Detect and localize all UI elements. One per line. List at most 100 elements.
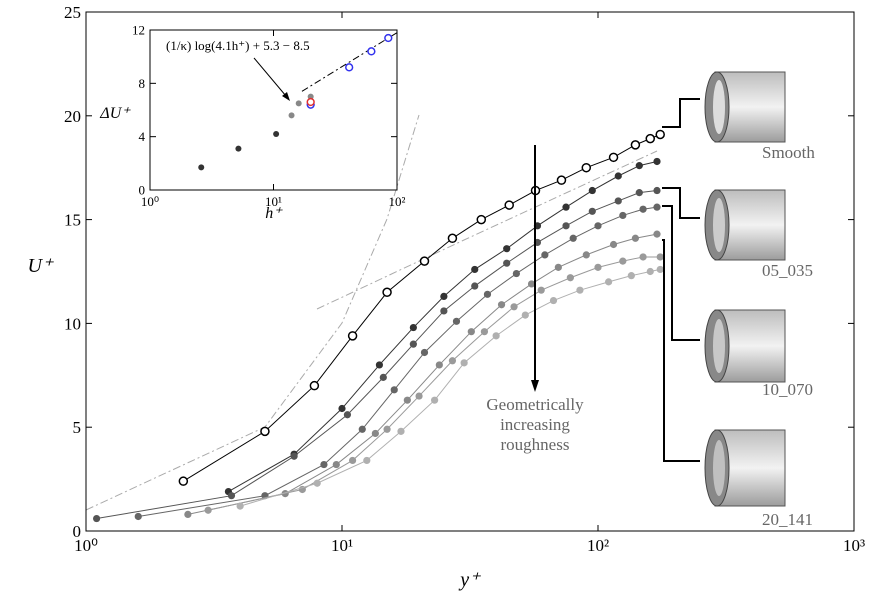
marker: [419, 256, 430, 266]
y-axis-label: ΔU⁺: [99, 105, 131, 122]
marker: [480, 328, 489, 336]
marker: [92, 514, 101, 523]
marker: [338, 404, 346, 413]
series-line: [228, 160, 658, 492]
marker: [403, 396, 411, 404]
marker: [471, 265, 479, 274]
marker: [320, 460, 328, 469]
marker: [581, 162, 592, 173]
marker: [614, 197, 622, 205]
marker: [390, 386, 398, 394]
y-tick-label: 0: [73, 522, 82, 541]
legend-label: Smooth: [762, 143, 815, 162]
marker: [541, 251, 549, 259]
marker: [384, 33, 393, 43]
marker: [295, 100, 302, 107]
y-tick-label: 8: [139, 76, 146, 91]
marker: [288, 112, 295, 119]
marker: [367, 47, 376, 56]
marker: [204, 506, 212, 514]
marker: [566, 274, 574, 282]
marker: [345, 63, 354, 72]
x-tick-label: 10²: [587, 536, 609, 555]
annotation: increasing: [500, 415, 570, 434]
y-tick-label: 10: [64, 314, 81, 333]
marker: [492, 332, 500, 340]
y-tick-label: 4: [139, 129, 146, 144]
marker: [594, 222, 602, 230]
inset-background: [150, 30, 397, 190]
annotation: Geometrically: [486, 395, 584, 414]
y-tick-label: 12: [132, 23, 145, 38]
marker: [653, 157, 661, 166]
legend-label: 10_070: [762, 380, 813, 399]
marker: [510, 303, 518, 311]
marker: [309, 380, 320, 391]
marker: [554, 263, 562, 271]
plot-frame: [149, 29, 398, 191]
marker: [343, 411, 352, 419]
marker: [382, 287, 392, 298]
marker: [594, 263, 602, 271]
y-tick-label: 15: [64, 211, 81, 230]
inset-plot: 10⁰ 10¹ 10² 0 4 8 12 h⁺ ΔU⁺: [99, 23, 405, 222]
series-line: [183, 134, 661, 482]
marker: [527, 280, 536, 288]
marker: [653, 230, 661, 238]
marker: [588, 186, 596, 195]
marker: [604, 278, 613, 286]
formula-arrow-head: [282, 92, 290, 101]
formula-arrow: [253, 57, 287, 97]
marker: [409, 323, 417, 332]
marker: [521, 311, 529, 319]
series-line: [239, 268, 661, 507]
marker: [497, 301, 506, 309]
marker: [460, 359, 468, 367]
marker: [358, 425, 366, 433]
marker: [653, 203, 661, 211]
marker: [371, 429, 379, 438]
fit-line: [301, 32, 398, 92]
marker: [332, 460, 340, 469]
legend-label: 20_141: [762, 510, 813, 529]
marker: [476, 214, 487, 225]
y-tick-label: 0: [139, 183, 146, 198]
x-tick-label: 10²: [389, 194, 406, 209]
marker: [440, 292, 448, 301]
plot-frame: [85, 11, 855, 532]
marker: [409, 340, 417, 348]
marker: [260, 426, 270, 437]
marker: [290, 452, 298, 460]
marker: [198, 164, 205, 171]
marker: [503, 259, 511, 267]
marker: [503, 245, 511, 253]
marker: [619, 257, 627, 265]
marker: [639, 253, 647, 261]
marker: [576, 286, 584, 294]
marker: [383, 425, 391, 433]
marker: [630, 140, 641, 150]
marker: [440, 307, 448, 315]
marker: [379, 373, 387, 381]
marker: [375, 361, 384, 369]
marker: [313, 479, 321, 487]
marker: [435, 361, 443, 369]
marker: [556, 175, 567, 185]
fit-formula: (1/κ) log(4.1h⁺) + 5.3 − 8.5: [166, 38, 310, 53]
marker: [549, 296, 558, 305]
marker: [447, 233, 458, 244]
marker: [235, 145, 242, 152]
x-axis-label: y⁺: [458, 569, 481, 591]
marker: [184, 510, 192, 518]
marker: [397, 427, 405, 435]
connectors: [662, 98, 700, 462]
marker: [347, 331, 358, 341]
x-tick-label: 10⁰: [74, 536, 98, 555]
marker: [227, 492, 236, 500]
y-tick-label: 20: [64, 107, 81, 126]
marker: [609, 240, 618, 249]
y-tick-label: 25: [64, 3, 81, 22]
roughness-labels: Smooth 05_035 10_070 20_141: [762, 143, 815, 529]
marker: [639, 205, 647, 213]
x-tick-label: 10¹: [331, 536, 353, 555]
